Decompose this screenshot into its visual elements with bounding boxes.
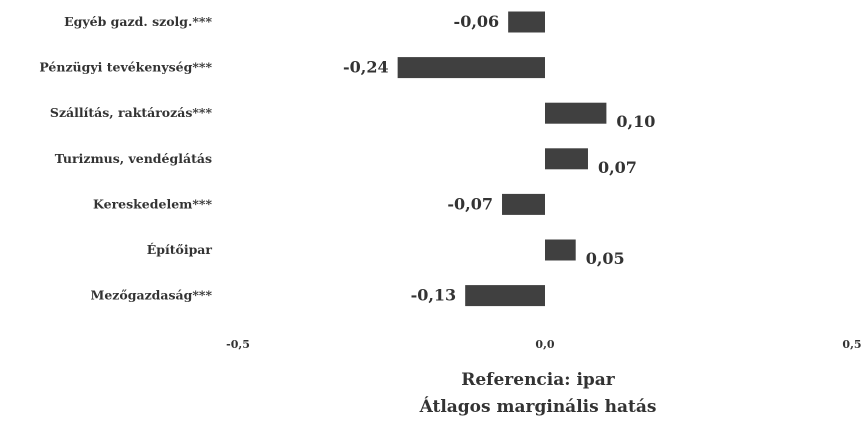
x-axis-title-line-1: Referencia: ipar xyxy=(461,370,616,390)
data-label: -0,07 xyxy=(447,194,493,213)
category-label: Mezőgazdaság*** xyxy=(91,288,213,303)
bars xyxy=(397,11,607,307)
category-label: Kereskedelem*** xyxy=(93,196,212,211)
data-label: 0,07 xyxy=(598,158,637,177)
category-label: Egyéb gazd. szolg.*** xyxy=(64,14,212,29)
x-tick-label: -0,5 xyxy=(226,338,250,351)
category-label: Turizmus, vendéglátás xyxy=(55,151,212,166)
bar xyxy=(465,285,545,307)
data-label: -0,13 xyxy=(411,286,457,305)
bar xyxy=(508,11,545,33)
data-label: 0,10 xyxy=(616,112,655,131)
category-label: Szállítás, raktározás*** xyxy=(50,105,213,120)
data-label: -0,06 xyxy=(454,12,500,31)
category-label: Építőipar xyxy=(147,242,213,257)
bar xyxy=(397,57,545,79)
x-tick-label: 0,0 xyxy=(535,338,554,351)
x-tick-label: 0,5 xyxy=(842,338,861,351)
category-labels: Egyéb gazd. szolg.*** Pénzügyi tevékenysé… xyxy=(39,14,212,303)
category-label: Pénzügyi tevékenység*** xyxy=(39,60,212,75)
bar xyxy=(545,102,607,124)
data-label: -0,24 xyxy=(343,58,389,77)
bar xyxy=(545,148,588,170)
data-label: 0,05 xyxy=(586,249,625,268)
value-labels: -0,06 -0,24 0,10 0,07 -0,07 0,05 -0,13 xyxy=(343,12,655,305)
bar xyxy=(545,239,576,261)
x-axis-title-line-2: Átlagos marginális hatás xyxy=(419,396,657,417)
x-tick-labels: -0,5 0,0 0,5 xyxy=(226,338,861,351)
bar xyxy=(502,193,545,215)
